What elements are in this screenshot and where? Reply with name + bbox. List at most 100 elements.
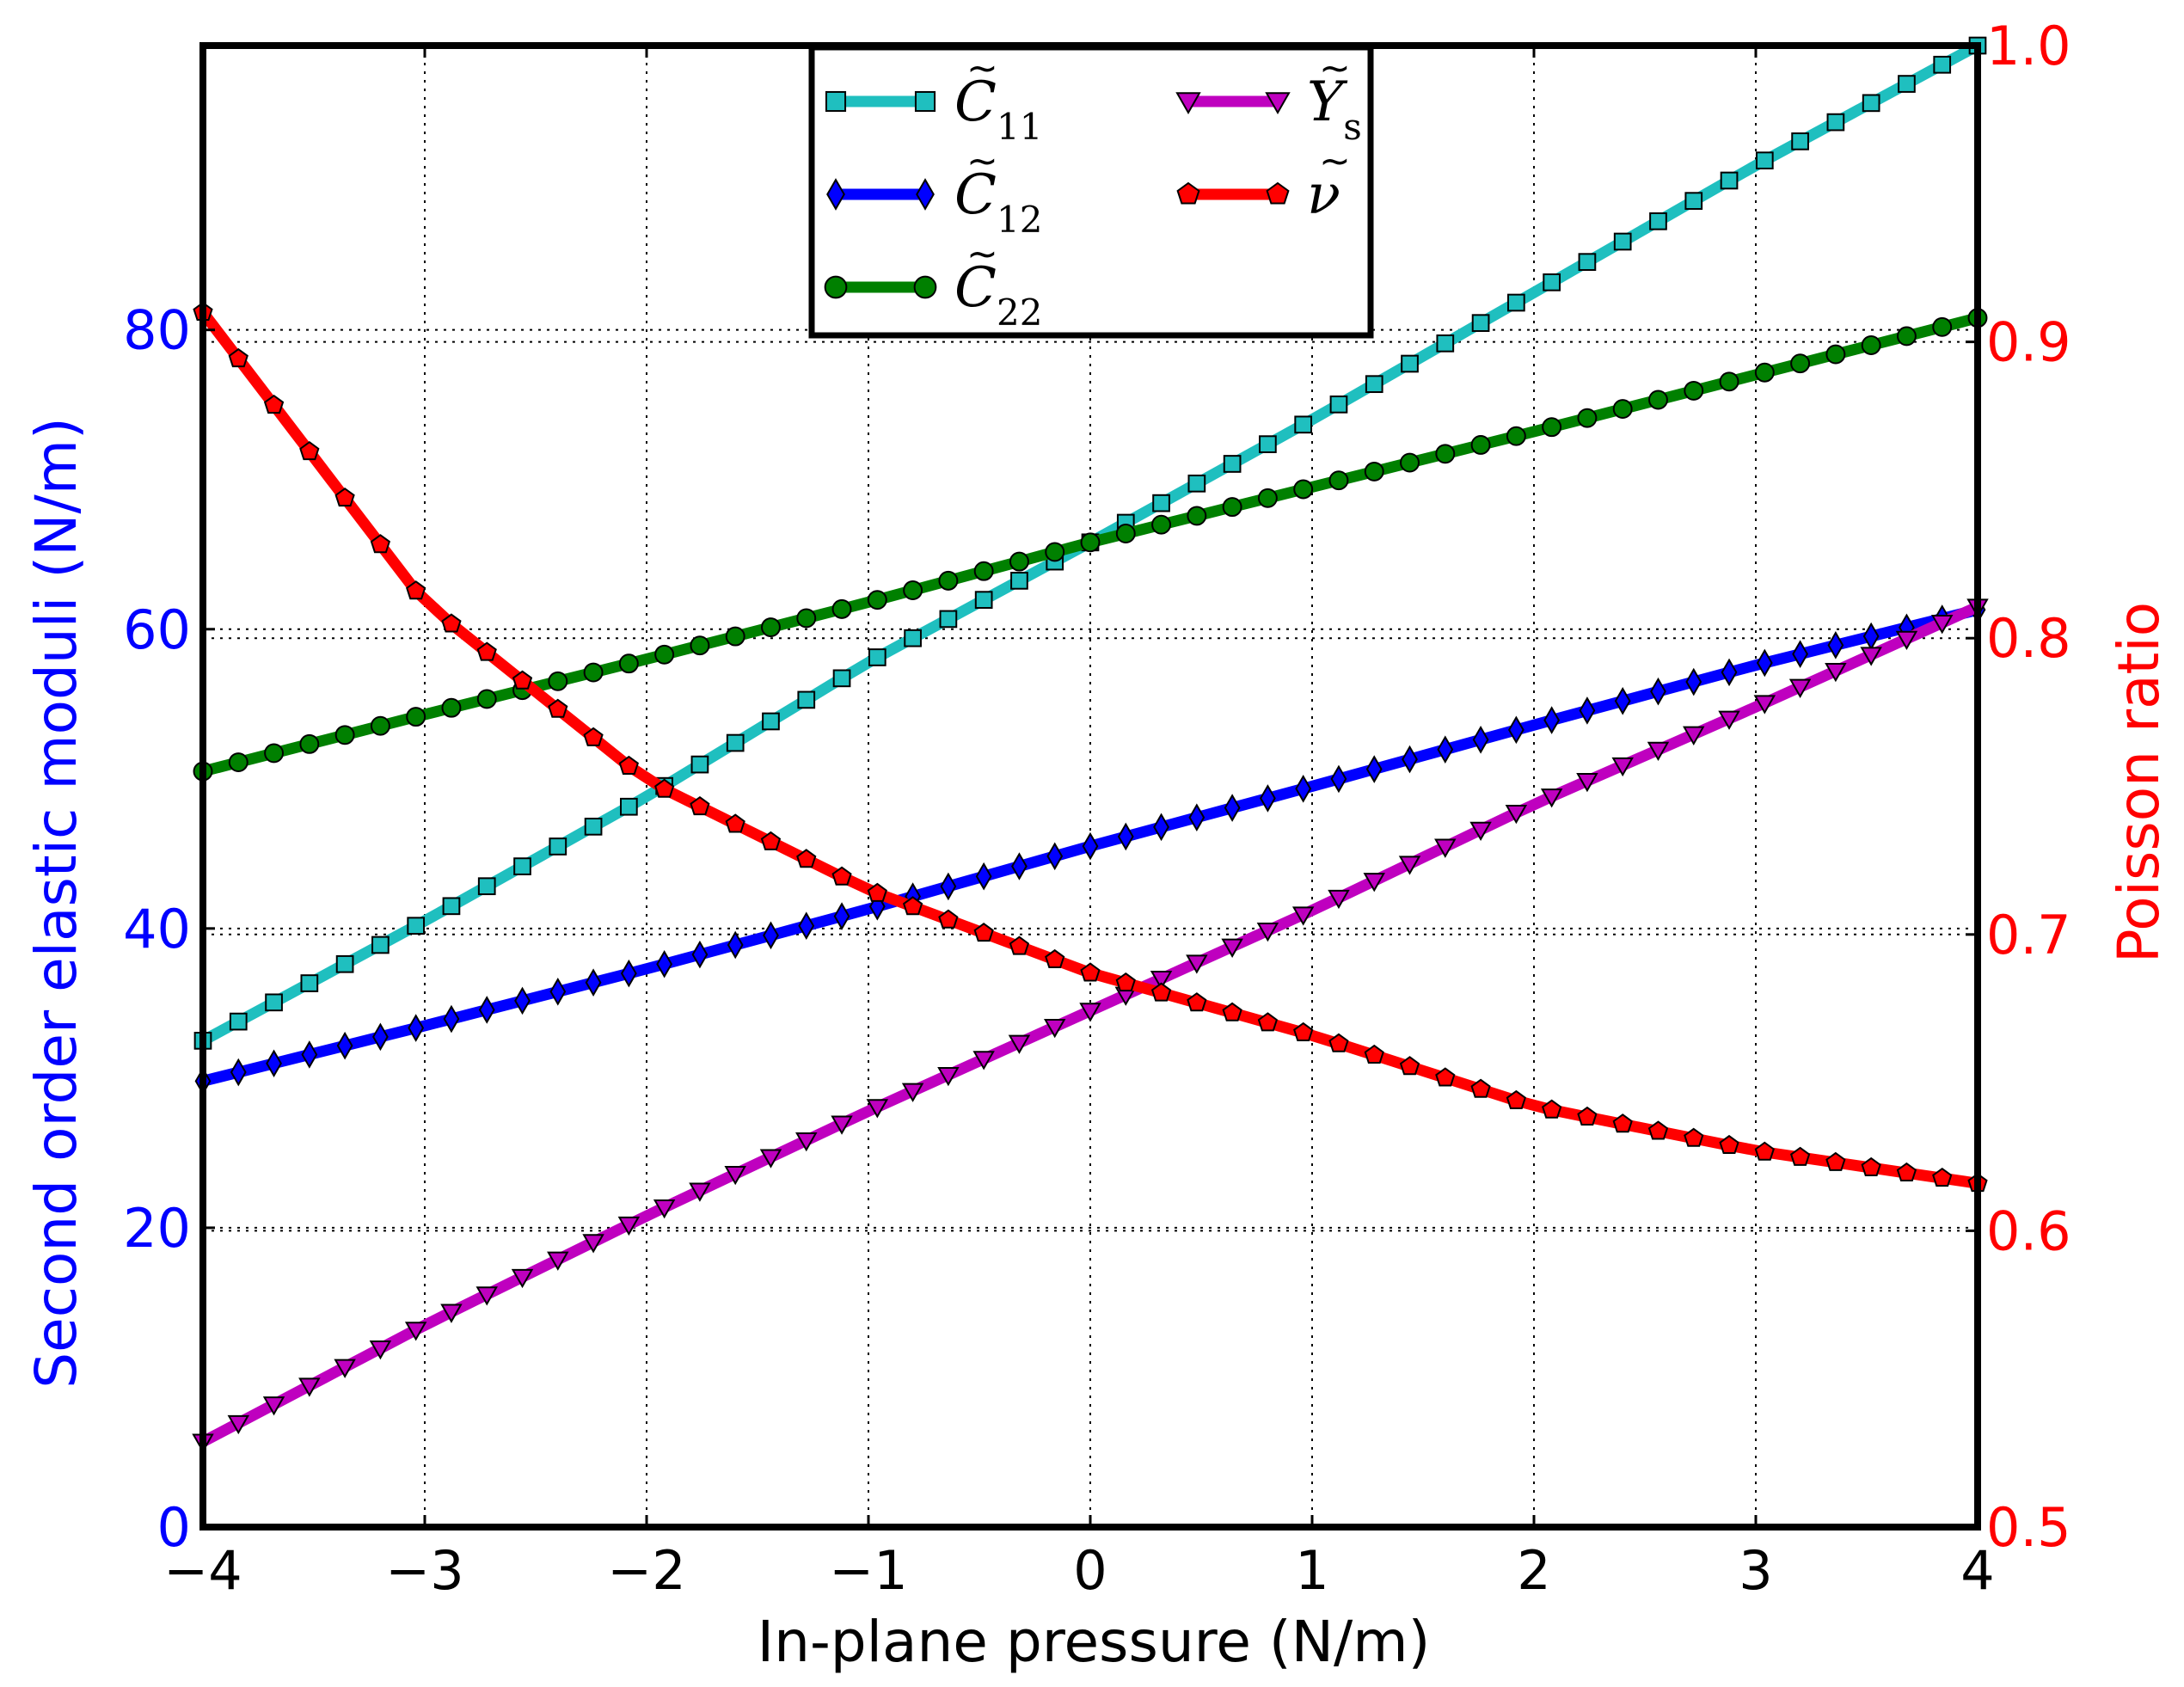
marker-Ys [1683, 726, 1705, 745]
marker-nu [299, 441, 320, 461]
legend-tilde: ~ [1319, 46, 1351, 90]
legend-tilde: ~ [966, 46, 998, 90]
legend-label-subscript: 22 [997, 291, 1042, 334]
marker-C22 [548, 671, 568, 691]
legend-tilde: ~ [1319, 139, 1351, 183]
marker-C22 [1222, 497, 1242, 518]
marker-Ys [1505, 805, 1528, 825]
marker-C11 [1010, 572, 1028, 590]
marker-nu [1364, 1044, 1384, 1064]
marker-C22 [1009, 551, 1029, 572]
marker-C11 [1578, 253, 1597, 272]
marker-nu [370, 534, 391, 554]
marker-Ys [689, 1182, 711, 1202]
marker-Ys [227, 1414, 250, 1435]
marker-nu [1115, 972, 1136, 992]
marker-Ys [1930, 615, 1954, 635]
marker-C12 [301, 1040, 318, 1069]
marker-C12 [727, 930, 744, 960]
marker-Ys [334, 1359, 356, 1378]
marker-C11 [1826, 113, 1845, 132]
marker-C12 [1614, 686, 1631, 715]
marker-C12 [1365, 755, 1383, 783]
marker-C12 [1046, 842, 1064, 871]
y-axis-title-left: Second order elastic moduli (N/m) [23, 417, 89, 1389]
marker-Ys [404, 1322, 427, 1341]
marker-Ys [1825, 663, 1847, 683]
y-axis-title-right: Poisson ratio [2106, 602, 2172, 963]
marker-C12 [371, 1022, 389, 1052]
marker-C12 [656, 949, 673, 978]
y-left-tick-label: 60 [123, 598, 191, 661]
marker-C11 [371, 936, 390, 954]
marker-C12 [1685, 667, 1702, 696]
marker-C12 [1330, 764, 1347, 794]
marker-Ys [547, 1251, 569, 1271]
marker-C12 [1507, 715, 1525, 745]
marker-nu [1080, 962, 1101, 982]
marker-C12 [478, 996, 495, 1024]
marker-C11 [1791, 132, 1809, 150]
legend-marker [914, 90, 936, 113]
marker-C11 [939, 610, 958, 629]
x-tick-label: 4 [1960, 1539, 1994, 1602]
series-C22 [193, 308, 1988, 782]
marker-nu [406, 580, 426, 600]
legend-tilde: ~ [966, 232, 998, 276]
marker-C22 [476, 689, 497, 709]
marker-C12 [266, 1049, 282, 1078]
marker-nu [831, 866, 852, 886]
marker-C22 [903, 580, 923, 600]
marker-C11 [797, 690, 816, 709]
marker-C22 [1045, 542, 1065, 562]
legend-marker [1176, 181, 1200, 205]
marker-Ys [1079, 1003, 1101, 1022]
marker-nu [228, 347, 248, 368]
legend-marker [824, 275, 848, 299]
y-right-tick-label: 0.8 [1986, 607, 2071, 670]
marker-nu [1150, 982, 1172, 1002]
legend-label-subscript: 12 [997, 199, 1042, 241]
marker-C11 [1152, 494, 1170, 512]
marker-Ys [1540, 788, 1563, 808]
marker-Ys [1398, 856, 1421, 875]
marker-nu [1896, 1162, 1917, 1182]
marker-nu [654, 778, 675, 798]
marker-C22 [1506, 426, 1526, 446]
marker-C12 [1117, 822, 1134, 851]
marker-C12 [1792, 640, 1809, 668]
marker-C11 [1187, 474, 1206, 493]
y-left-tick-label: 80 [123, 299, 191, 362]
y-left-tick-label: 40 [123, 898, 191, 960]
marker-nu [1719, 1134, 1739, 1155]
marker-nu [1222, 1002, 1242, 1021]
marker-C22 [1754, 362, 1775, 383]
marker-nu [548, 698, 568, 718]
marker-C11 [477, 877, 496, 896]
marker-C22 [973, 561, 994, 581]
marker-C12 [1650, 677, 1666, 706]
marker-C12 [549, 977, 567, 1006]
x-tick-label: 3 [1739, 1539, 1772, 1602]
y-left-tick-label: 0 [157, 1496, 191, 1559]
marker-nu [1399, 1056, 1420, 1076]
marker-C22 [1151, 514, 1172, 535]
marker-C12 [1437, 735, 1454, 764]
marker-Ys [759, 1149, 782, 1169]
marker-C22 [299, 733, 320, 754]
marker-Ys [1186, 954, 1208, 974]
marker-Ys [1291, 906, 1315, 926]
marker-C22 [1861, 335, 1881, 355]
legend-marker [826, 178, 845, 211]
marker-C12 [1188, 803, 1205, 832]
marker-C11 [1862, 94, 1880, 113]
marker-Ys [1469, 821, 1492, 842]
marker-Ys [724, 1166, 746, 1186]
marker-C22 [1257, 488, 1278, 508]
marker-C11 [620, 797, 638, 816]
marker-Ys [866, 1099, 889, 1119]
legend-tilde: ~ [966, 139, 998, 183]
marker-C12 [833, 902, 850, 930]
marker-nu [1647, 1120, 1669, 1140]
